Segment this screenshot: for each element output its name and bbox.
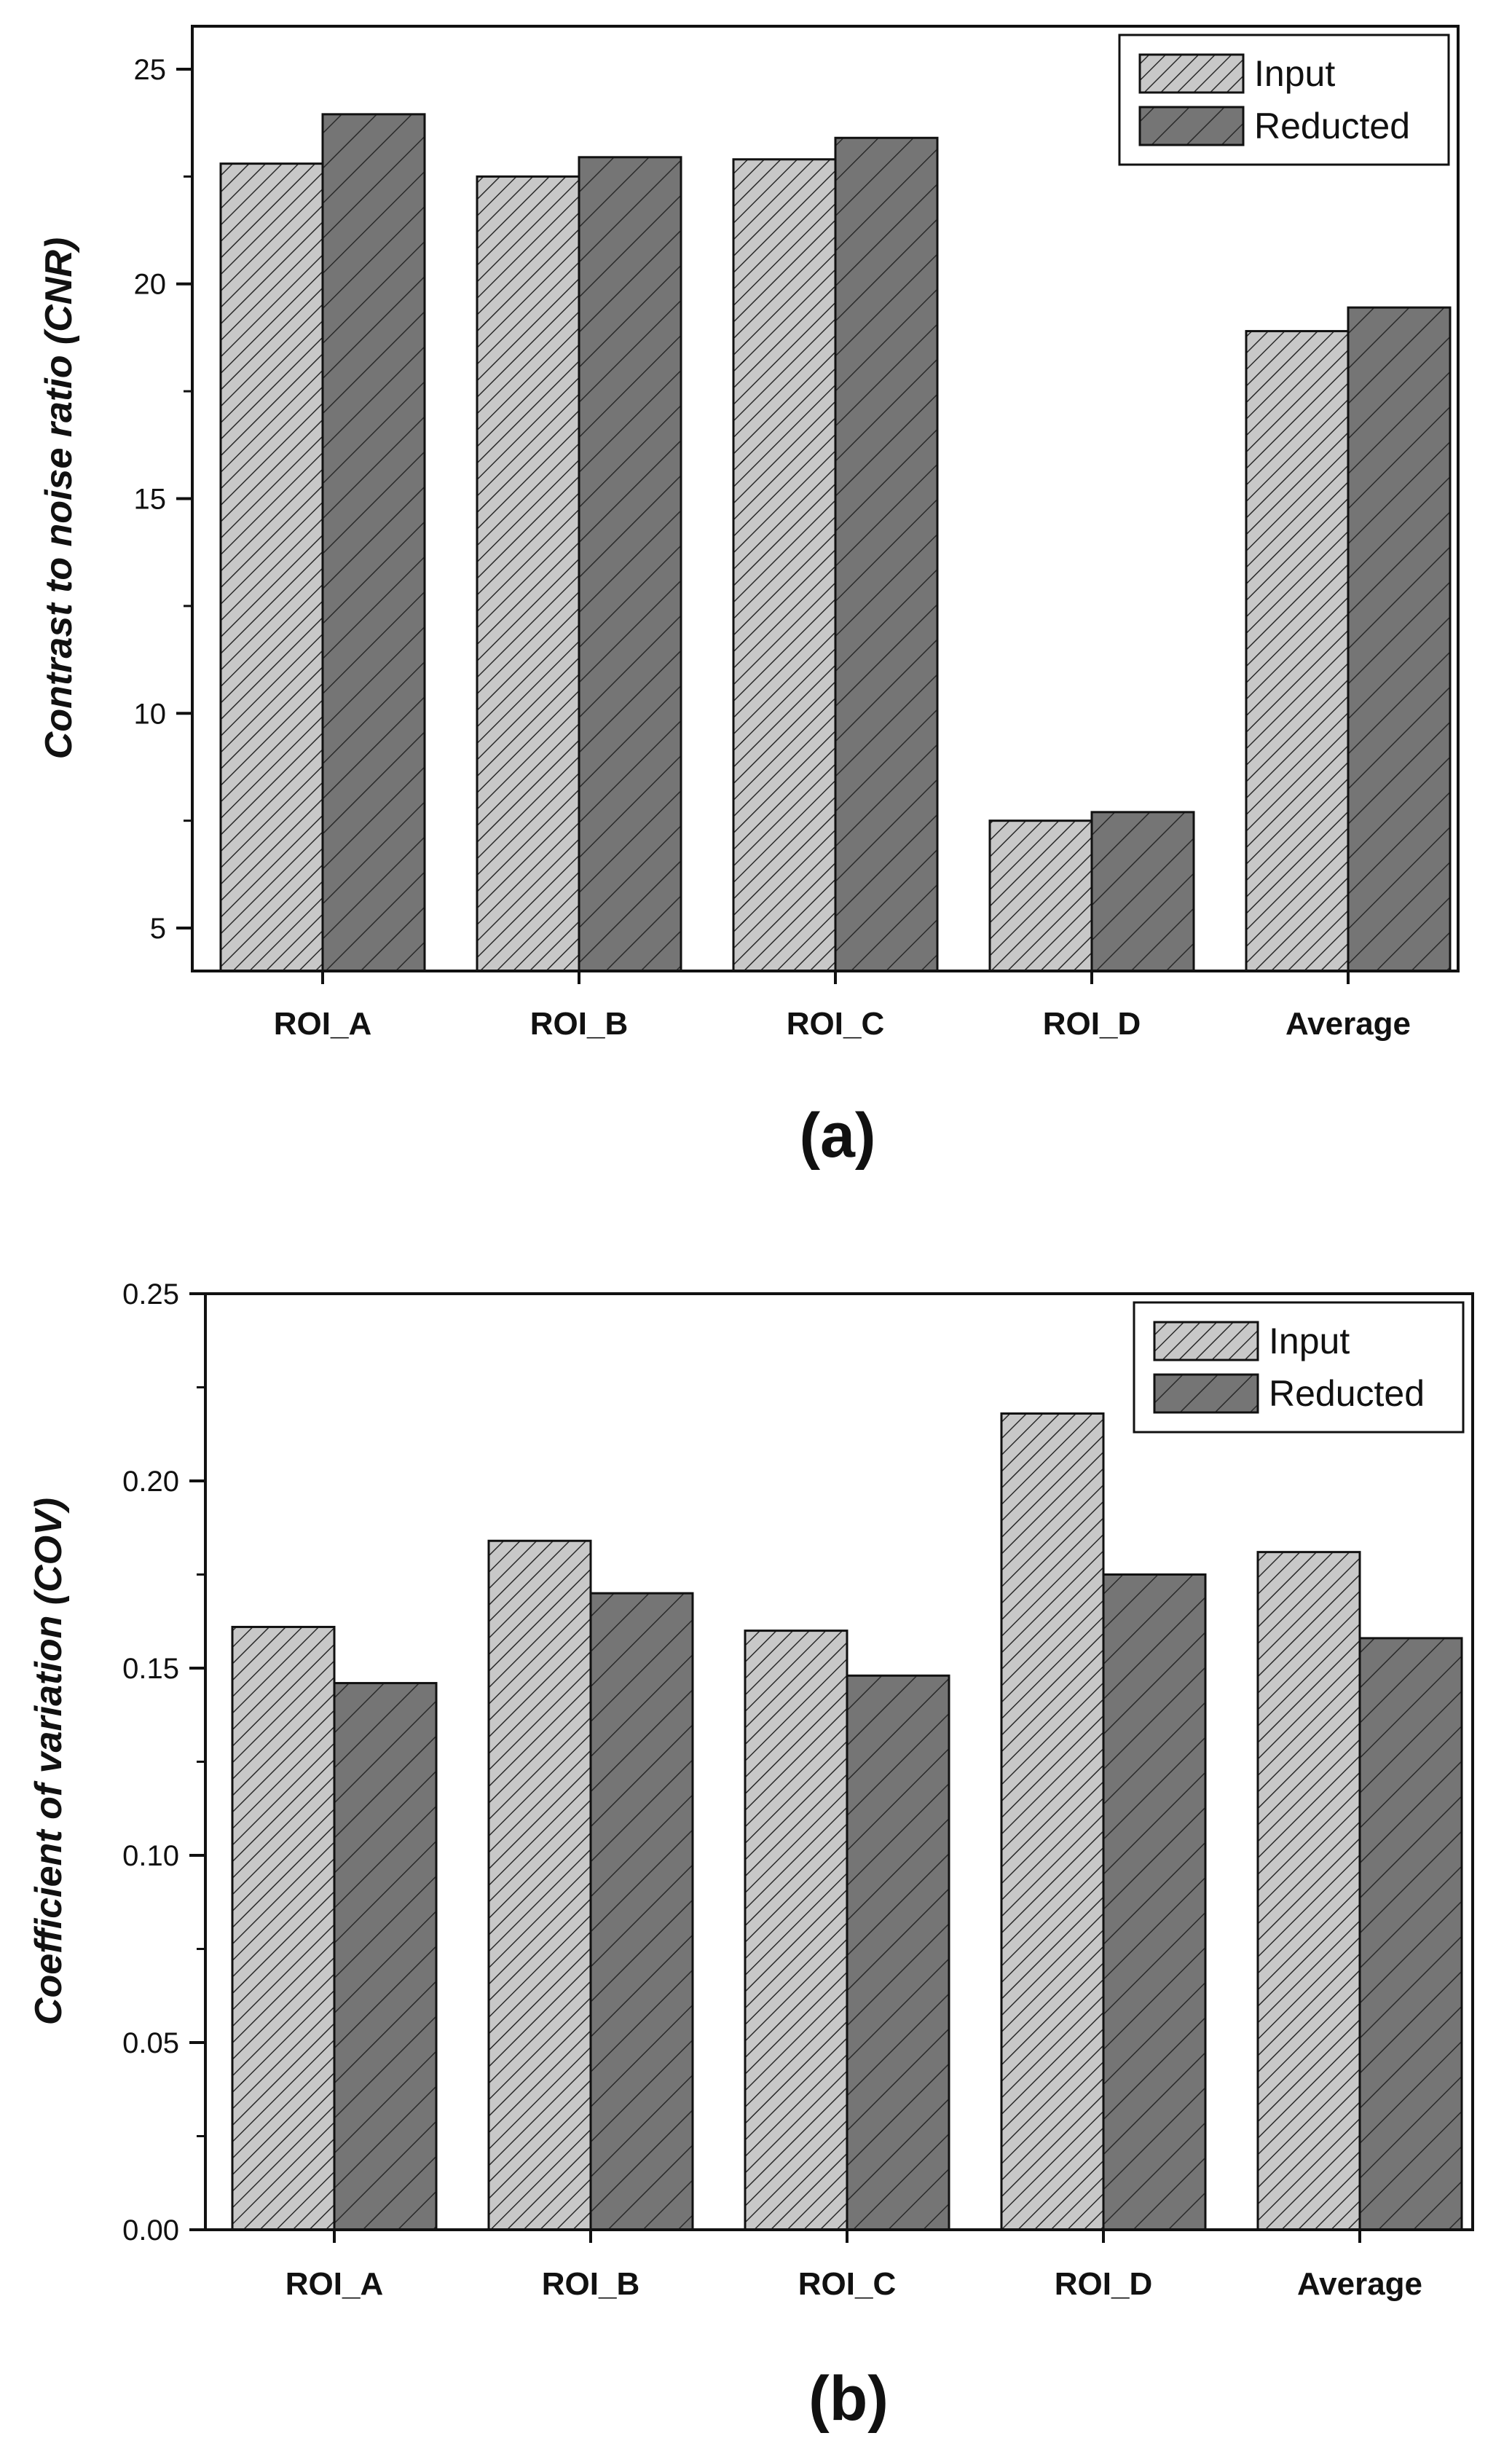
bar-input-roi-b-cov	[487, 1539, 592, 2231]
plot-frame-cov	[204, 1292, 1474, 2231]
bar-input-roi-b-cnr	[476, 175, 580, 972]
bar-reducted-roi-d-cnr	[1090, 811, 1195, 972]
y-tick-label: 0.25	[122, 1278, 179, 1310]
y-tick-label: 0.10	[122, 1840, 179, 1872]
y-axis-title-cnr: Contrast to noise ratio (CNR)	[38, 237, 80, 759]
legend-label-reducted-cnr: Reducted	[1254, 106, 1410, 146]
y-tick-label: 0.20	[122, 1466, 179, 1498]
bar-reducted-roi-d-cov	[1102, 1573, 1207, 2231]
bars-cnr	[219, 113, 1452, 972]
y-axis-title-cov: Coefficient of variation (COV)	[28, 1498, 70, 2025]
legend-swatch-reducted-cov	[1153, 1373, 1259, 1414]
chart-cov: 0.00 0.05 0.10 0.15 0.20 0.25 ROI_A ROI_B ROI_C…	[28, 1278, 1474, 2434]
bar-input-roi-a-cnr	[219, 162, 324, 972]
legend-label-input-cov: Input	[1269, 1321, 1350, 1361]
x-tick-label: ROI_D	[1055, 2266, 1152, 2302]
x-tick-label: ROI_B	[530, 1006, 628, 1042]
chart-cnr: 5 10 15 20 25 ROI_A ROI_B ROI_C ROI_D Average Co…	[38, 25, 1460, 1171]
y-tick-label: 25	[134, 54, 167, 86]
x-tick-label: ROI_C	[798, 2266, 896, 2302]
bar-input-roi-d-cnr	[988, 819, 1093, 972]
y-tick-label: 10	[134, 698, 167, 730]
x-tick-label: Average	[1297, 2266, 1422, 2302]
bar-reducted-roi-c-cnr	[834, 136, 939, 972]
y-tick-label: 0.15	[122, 1653, 179, 1685]
y-tick-label: 0.00	[122, 2214, 179, 2247]
bar-input-average-cov	[1256, 1551, 1361, 2231]
bar-reducted-average-cnr	[1347, 306, 1452, 972]
y-tick-label: 15	[134, 484, 167, 516]
legend-label-reducted-cov: Reducted	[1269, 1373, 1425, 1414]
bar-reducted-roi-a-cov	[333, 1682, 438, 2231]
y-tick-label: 0.05	[122, 2027, 179, 2059]
x-tick-label: Average	[1285, 1006, 1411, 1042]
y-ticks-cov: 0.00 0.05 0.10 0.15 0.20 0.25	[122, 1278, 205, 2247]
x-tick-label: ROI_B	[542, 2266, 639, 2302]
bar-input-roi-d-cov	[1000, 1412, 1105, 2231]
bar-reducted-average-cov	[1358, 1637, 1463, 2231]
legend-swatch-input-cnr	[1138, 53, 1245, 94]
bar-reducted-roi-c-cov	[846, 1674, 950, 2231]
bar-input-roi-c-cnr	[732, 158, 837, 972]
bar-input-average-cnr	[1245, 330, 1350, 972]
panel-label-a: (a)	[799, 1101, 875, 1171]
x-ticks-cov: ROI_A ROI_B ROI_C ROI_D Average	[286, 2230, 1422, 2302]
x-tick-label: ROI_D	[1043, 1006, 1141, 1042]
plot-frame-cnr	[191, 25, 1460, 972]
x-tick-label: ROI_A	[286, 2266, 383, 2302]
bar-reducted-roi-b-cnr	[578, 156, 682, 972]
legend-label-input-cnr: Input	[1254, 53, 1335, 94]
bar-reducted-roi-a-cnr	[321, 113, 426, 972]
y-ticks-cnr: 5 10 15 20 25	[134, 54, 192, 945]
bars-cov	[231, 1412, 1463, 2231]
legend-swatch-input-cov	[1153, 1321, 1259, 1361]
bar-reducted-roi-b-cov	[589, 1592, 694, 2231]
x-ticks-cnr: ROI_A ROI_B ROI_C ROI_D Average	[274, 971, 1411, 1042]
y-tick-label: 20	[134, 269, 167, 301]
x-tick-label: ROI_C	[787, 1006, 884, 1042]
legend-swatch-reducted-cnr	[1138, 106, 1245, 146]
panel-label-b: (b)	[808, 2364, 889, 2434]
x-tick-label: ROI_A	[274, 1006, 371, 1042]
bar-input-roi-a-cov	[231, 1625, 336, 2231]
bar-input-roi-c-cov	[744, 1630, 848, 2231]
legend-cnr: Input Reducted	[1118, 34, 1450, 166]
y-tick-label: 5	[150, 913, 166, 945]
legend-cov: Input Reducted	[1133, 1301, 1465, 1434]
